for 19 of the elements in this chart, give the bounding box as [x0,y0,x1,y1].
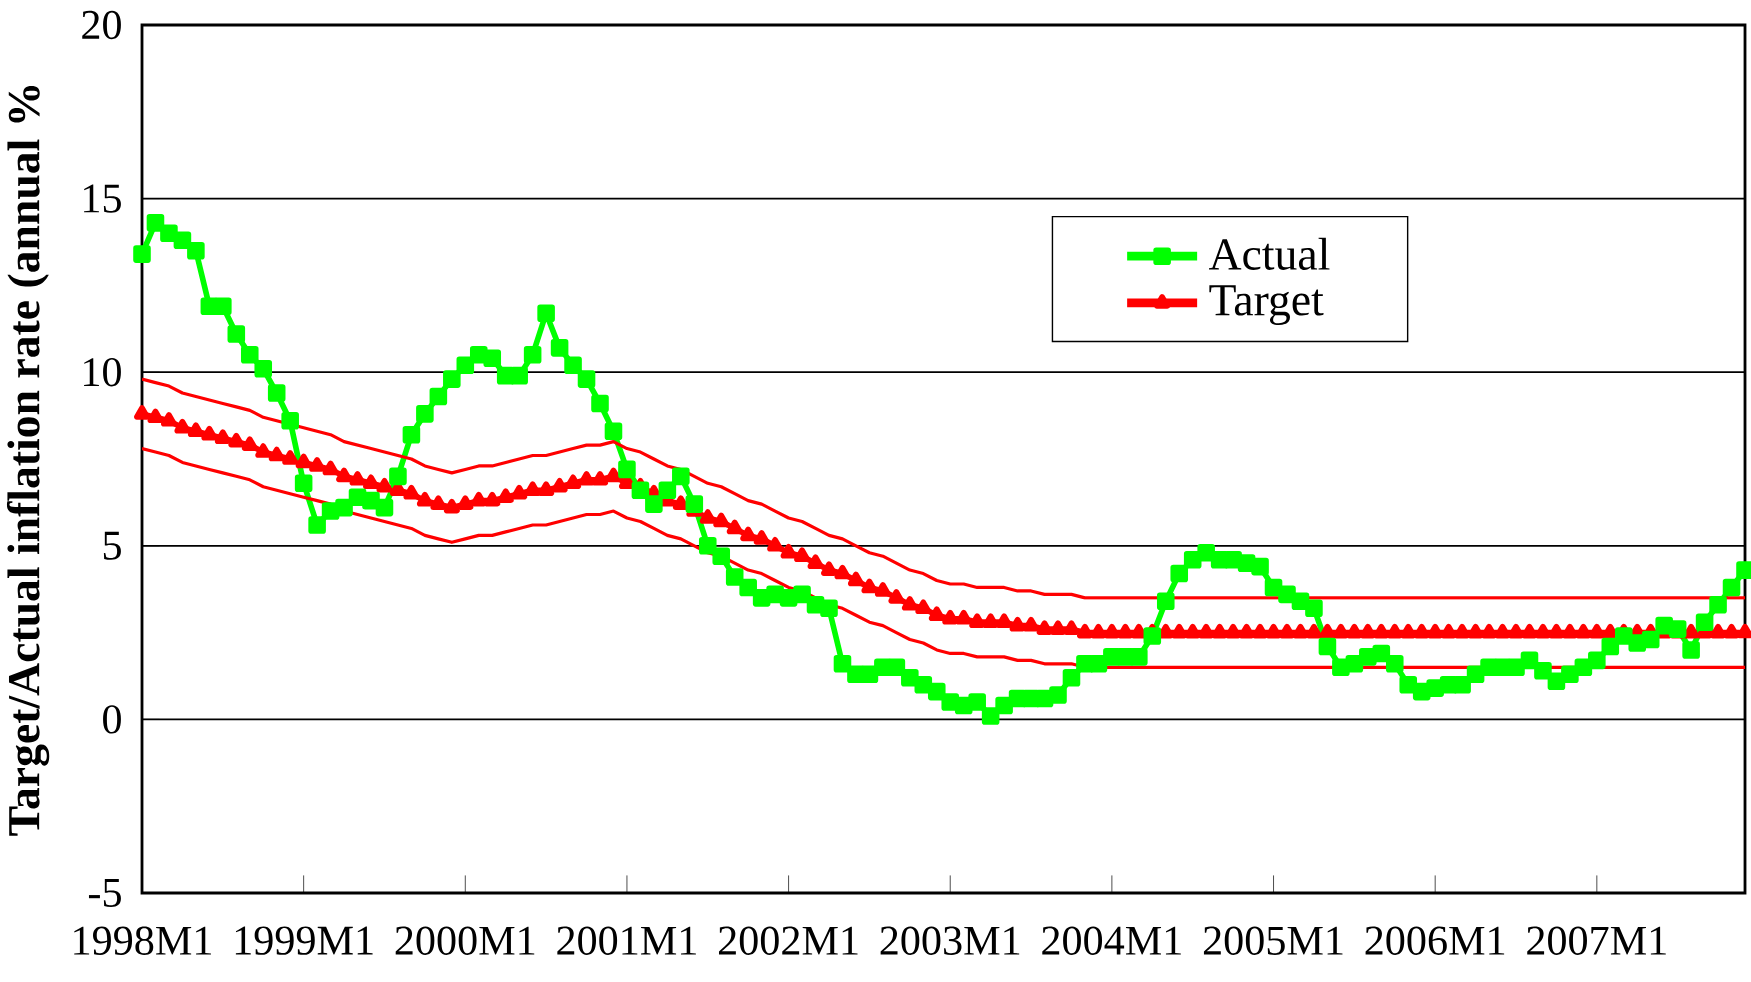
x-tick-label: 1999M1 [235,926,373,955]
x-tick-label: 2003M1 [880,926,1020,955]
legend-label: Actual [1208,237,1330,270]
y-tick-label: -5 [88,878,121,907]
y-tick-label: 10 [84,357,121,387]
x-tick-label: 1998M1 [74,926,211,955]
y-tick-label: 15 [84,184,121,213]
y-axis-title: Target/Actual inflation rate (annual % [6,85,50,836]
x-tick-label: 2007M1 [1527,926,1666,955]
x-tick-label: 2002M1 [719,926,858,955]
x-tick-label: 2000M1 [395,926,535,955]
legend-label: Target [1209,285,1324,326]
x-tick-label: 2006M1 [1365,926,1505,955]
x-tick-label: 2001M1 [557,926,696,955]
y-tick-label: 0 [103,705,121,734]
x-tick-label: 2005M1 [1203,926,1343,955]
y-tick-label: 5 [103,531,121,560]
y-tick-label: 20 [82,10,121,40]
x-tick-label: 2004M1 [1042,926,1181,955]
